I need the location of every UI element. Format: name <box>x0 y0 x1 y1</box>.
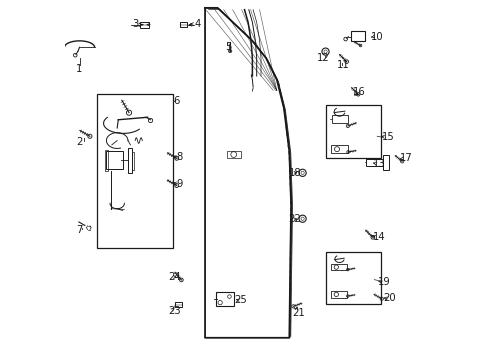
Bar <box>215 292 233 306</box>
Text: 17: 17 <box>399 153 411 163</box>
Text: 25: 25 <box>234 295 247 305</box>
Text: 13: 13 <box>372 159 385 169</box>
Text: 6: 6 <box>173 96 179 106</box>
Text: 1: 1 <box>76 64 82 74</box>
Bar <box>330 145 348 153</box>
Text: 15: 15 <box>381 132 393 142</box>
Bar <box>226 150 241 158</box>
Text: 19: 19 <box>377 277 390 287</box>
Bar <box>104 149 108 171</box>
Bar <box>97 94 172 248</box>
Text: 5: 5 <box>224 42 231 52</box>
Text: 22: 22 <box>288 215 301 224</box>
Text: 16: 16 <box>352 87 365 97</box>
Bar <box>174 302 182 307</box>
Text: 20: 20 <box>383 293 395 303</box>
Bar <box>132 152 134 170</box>
Text: 2: 2 <box>76 138 82 147</box>
Text: 23: 23 <box>168 306 181 316</box>
Text: 21: 21 <box>291 308 304 318</box>
Bar <box>325 105 380 158</box>
Bar <box>106 151 122 169</box>
Text: 14: 14 <box>372 232 385 242</box>
Bar <box>325 252 380 304</box>
Text: 3: 3 <box>132 19 138 29</box>
Text: 10: 10 <box>370 32 383 41</box>
Bar <box>351 31 364 41</box>
Bar <box>330 291 346 298</box>
Bar <box>128 148 132 173</box>
Bar <box>140 22 149 28</box>
Bar <box>332 116 348 123</box>
Bar <box>330 264 346 270</box>
Text: 4: 4 <box>194 19 201 29</box>
Bar <box>179 22 187 27</box>
Text: 8: 8 <box>177 152 183 162</box>
Text: 11: 11 <box>336 60 349 70</box>
Bar <box>366 159 382 166</box>
Text: 18: 18 <box>288 168 301 178</box>
Text: 12: 12 <box>316 53 329 63</box>
Text: 24: 24 <box>168 272 181 282</box>
Text: 7: 7 <box>76 225 82 235</box>
Text: 9: 9 <box>176 179 183 189</box>
Bar <box>382 155 388 170</box>
